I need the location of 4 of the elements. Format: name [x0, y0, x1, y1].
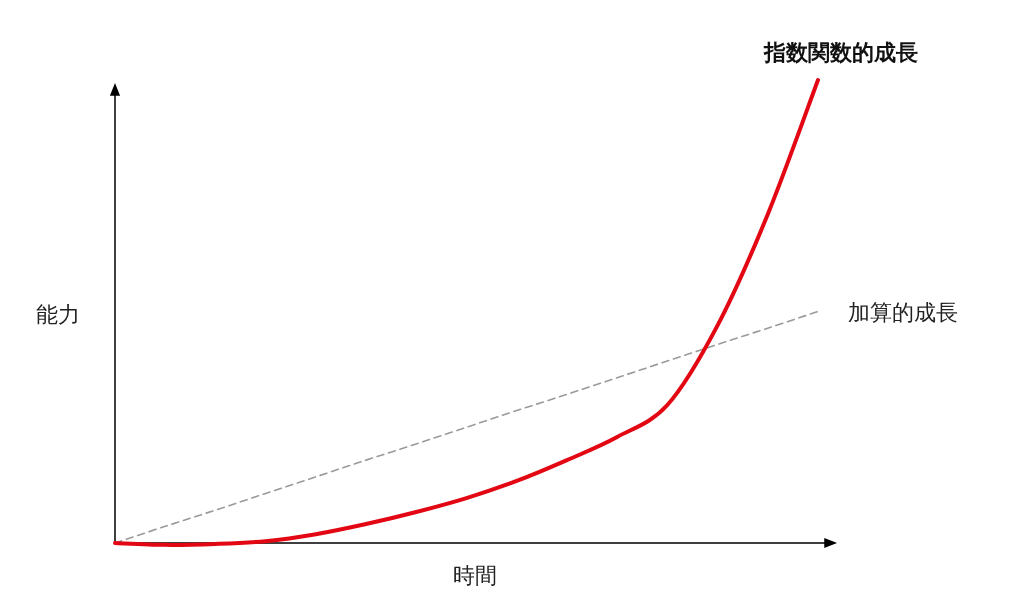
- series-label: 指数関数的成長: [763, 40, 918, 65]
- series-label: 加算的成長: [848, 299, 958, 325]
- y-axis-title: 能力: [36, 302, 80, 327]
- x-axis-title: 時間: [453, 563, 497, 588]
